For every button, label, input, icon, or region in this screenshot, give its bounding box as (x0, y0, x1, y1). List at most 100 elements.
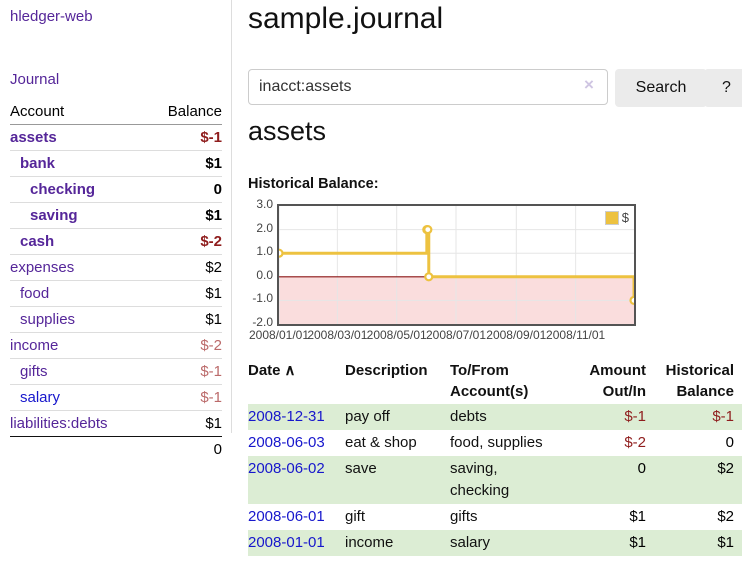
search-input[interactable] (248, 69, 608, 105)
register-header-date: Date ∧ (248, 362, 296, 379)
sidebar-account-row: gifts $-1 (10, 358, 222, 385)
account-heading: assets (248, 116, 327, 146)
transaction-description: gift (345, 508, 366, 525)
sidebar: hledger-web Journal Account Balance asse… (0, 0, 232, 458)
sidebar-account-row: salary $-1 (10, 384, 222, 411)
register-row: 2008-06-03 eat & shop food, supplies $-2 0 (248, 430, 742, 456)
transaction-amount: $-2 (624, 434, 646, 451)
sidebar-account-balance: $2 (205, 259, 222, 276)
sidebar-account-row: income $-2 (10, 332, 222, 359)
accounts-header-balance: Balance (146, 100, 222, 125)
sidebar-account-balance: $1 (205, 207, 222, 224)
transaction-accounts: gifts (450, 508, 478, 525)
x-axis-tick-label: 2008/03/01 (307, 328, 368, 342)
accounts-header-row: Account Balance (10, 100, 222, 125)
sidebar-account-balance: $1 (205, 155, 222, 172)
sidebar-account-balance: $-1 (200, 389, 222, 406)
search-form: × Search ? (248, 69, 742, 107)
chart-title: Historical Balance: (248, 176, 379, 192)
register-rows: 2008-12-31 pay off debts $-1 $-1 2008-06-03 ea… (248, 404, 742, 556)
sidebar-account-balance: $-1 (200, 363, 222, 380)
sort-asc-icon: ∧ (284, 362, 296, 379)
main-content: sample.journal × Search ? assets Histori… (248, 0, 742, 582)
sidebar-account-row: cash $-2 (10, 228, 222, 255)
sidebar-account-balance: 0 (213, 181, 222, 198)
sidebar-account-link[interactable]: liabilities:debts (10, 415, 108, 432)
sidebar-account-link[interactable]: checking (30, 181, 96, 198)
transaction-date-link[interactable]: 2008-12-31 (248, 408, 325, 425)
legend-label: $ (621, 210, 629, 225)
transaction-balance: $2 (717, 460, 734, 477)
sidebar-account-link[interactable]: salary (20, 389, 61, 406)
y-axis-tick-label: 3.0 (256, 197, 273, 211)
transaction-description: eat & shop (345, 434, 417, 451)
y-axis-tick-label: 0.0 (256, 267, 273, 282)
sidebar-account-link[interactable]: saving (30, 207, 78, 224)
transaction-description: income (345, 534, 394, 551)
sidebar-account-row: expenses $2 (10, 254, 222, 281)
search-button[interactable]: Search (615, 69, 707, 107)
transaction-accounts: debts (450, 408, 487, 425)
accounts-total-value: 0 (213, 441, 222, 458)
transaction-date-link[interactable]: 2008-06-02 (248, 460, 325, 477)
register-header-balance: Historical Balance (665, 362, 734, 400)
accounts-total-spacer (10, 437, 146, 463)
sidebar-account-row: checking 0 (10, 176, 222, 203)
transaction-date-link[interactable]: 2008-06-01 (248, 508, 325, 525)
sidebar-account-link[interactable]: gifts (20, 363, 48, 380)
transaction-description: save (345, 460, 377, 477)
transaction-balance: $-1 (712, 408, 734, 425)
sidebar-account-link[interactable]: food (20, 285, 50, 302)
register-row: 2008-12-31 pay off debts $-1 $-1 (248, 404, 742, 430)
y-axis-tick-label: -2.0 (252, 315, 273, 329)
legend-swatch-icon (604, 210, 619, 225)
sidebar-account-balance: $-1 (200, 129, 222, 146)
transaction-date-link[interactable]: 2008-01-01 (248, 534, 325, 551)
register-header-accounts: To/From Account(s) (450, 362, 529, 400)
transaction-accounts: saving, checking (450, 460, 510, 499)
historical-balance-chart: -2.0 -1.0 0.0 1.0 2.0 3.0 $ 2008/01/01 2008/03… (248, 197, 742, 348)
chart-canvas (279, 206, 634, 324)
x-axis-tick-label: 2008/01/01 (248, 328, 310, 342)
accounts-table: Account Balance assets $-1 bank $1 checking 0… (10, 100, 222, 462)
transaction-balance: $1 (717, 534, 734, 551)
transaction-amount: $-1 (624, 408, 646, 425)
sidebar-account-row: supplies $1 (10, 306, 222, 333)
transaction-balance: 0 (725, 434, 734, 451)
sidebar-account-row: liabilities:debts $1 (10, 410, 222, 437)
register-header-description: Description (345, 362, 428, 379)
transaction-balance: $2 (717, 508, 734, 525)
sidebar-account-row: bank $1 (10, 150, 222, 177)
page-title: sample.journal (248, 2, 444, 35)
sidebar-account-row: assets $-1 (10, 125, 222, 151)
sidebar-account-link[interactable]: supplies (20, 311, 76, 328)
y-axis-tick-label: -1.0 (252, 291, 273, 306)
x-axis-tick-label: 2008/11/01 (546, 328, 606, 342)
sidebar-account-balance: $1 (205, 285, 222, 302)
transaction-accounts: food, supplies (450, 434, 543, 451)
clear-search-icon[interactable]: × (584, 75, 594, 94)
chart-legend: $ (602, 209, 631, 226)
register-table: Date ∧ Description To/From Account(s) Amo… (248, 358, 742, 556)
accounts-header-account: Account (10, 100, 147, 125)
transaction-accounts: salary (450, 534, 491, 551)
register-row: 2008-01-01 income salary $1 $1 (248, 530, 742, 556)
app-title-link[interactable]: hledger-web (10, 8, 93, 25)
x-axis-tick-label: 2008/07/01 (425, 328, 487, 342)
transaction-amount: $1 (629, 508, 646, 525)
sidebar-item-journal[interactable]: Journal (10, 71, 60, 88)
sidebar-account-link[interactable]: income (10, 337, 59, 354)
sidebar-account-link[interactable]: assets (10, 129, 57, 146)
sidebar-account-row: food $1 (10, 280, 222, 307)
transaction-amount: 0 (637, 460, 646, 477)
chart-plot-area: $ (277, 204, 636, 326)
x-axis-tick-label: 2008/05/01 (366, 328, 427, 342)
sidebar-account-link[interactable]: expenses (10, 259, 75, 276)
transaction-date-link[interactable]: 2008-06-03 (248, 434, 325, 451)
sidebar-account-balance: $1 (205, 311, 222, 328)
y-axis-tick-label: 2.0 (256, 220, 273, 235)
help-button[interactable]: ? (704, 69, 742, 107)
transaction-description: pay off (345, 408, 390, 425)
sidebar-account-link[interactable]: cash (20, 233, 55, 250)
sidebar-account-link[interactable]: bank (20, 155, 56, 172)
